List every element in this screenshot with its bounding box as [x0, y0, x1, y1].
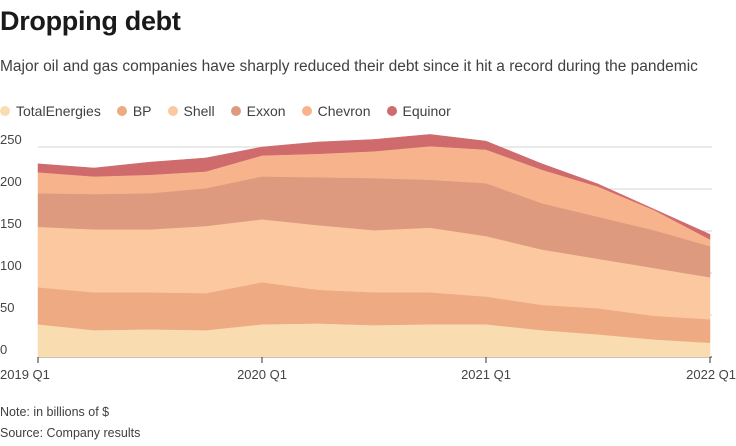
x-tick-label: 2019 Q1: [0, 367, 50, 382]
y-tick-label: 250: [0, 132, 22, 147]
chart-subtitle: Major oil and gas companies have sharply…: [0, 58, 698, 75]
legend-item: Equinor: [386, 103, 451, 119]
x-tick-label: 2022 Q1: [686, 367, 736, 382]
y-tick-label: 150: [0, 216, 22, 231]
x-tick-label: 2020 Q1: [237, 367, 287, 382]
legend-label: Exxon: [246, 103, 286, 119]
legend-swatch: [230, 106, 241, 116]
area-equinor: [37, 134, 711, 240]
legend-label: TotalEnergies: [16, 103, 101, 119]
legend-swatch: [0, 106, 10, 116]
legend-label: Shell: [183, 103, 215, 119]
legend-swatch: [116, 106, 127, 116]
legend-item: Exxon: [230, 103, 286, 119]
chart-legend: TotalEnergies BP Shell Exxon Chevron Equinor: [0, 103, 467, 119]
legend-swatch: [167, 106, 178, 116]
legend-swatch: [301, 106, 312, 116]
legend-label: Chevron: [317, 103, 371, 119]
chart-title: Dropping debt: [0, 6, 181, 36]
legend-label: Equinor: [402, 103, 451, 119]
chart-source: Source: Company results: [0, 426, 141, 440]
y-tick-label: 0: [0, 342, 7, 357]
legend-item: Shell: [167, 103, 215, 119]
legend-item: BP: [116, 103, 152, 119]
x-tick-label: 2021 Q1: [461, 367, 511, 382]
y-tick-label: 200: [0, 174, 22, 189]
legend-label: BP: [132, 103, 152, 119]
legend-item: Chevron: [301, 103, 371, 119]
y-tick-label: 100: [0, 258, 22, 273]
stacked-area-chart: 0 50 100 150 200 250 2019 Q1 2020 Q1 2021 Q1 2022…: [0, 132, 736, 382]
legend-item: TotalEnergies: [0, 103, 101, 119]
y-tick-label: 50: [0, 300, 14, 315]
legend-swatch: [386, 106, 397, 116]
chart-note: Note: in billions of $: [0, 405, 110, 419]
